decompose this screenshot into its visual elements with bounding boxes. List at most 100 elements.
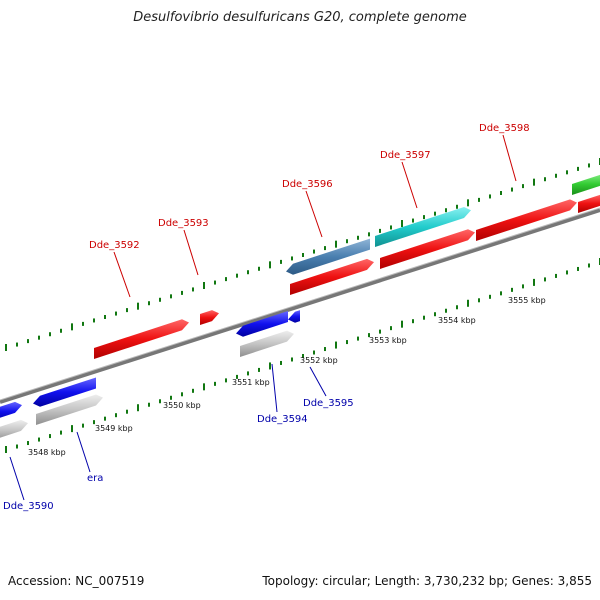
gene-dde-3592: [94, 319, 189, 359]
lower-scale-tick: [115, 413, 117, 418]
lower-scale-tick: [412, 319, 414, 324]
lower-scale-tick: [566, 270, 568, 275]
lower-scale-tick: [214, 381, 216, 386]
upper-scale-tick: [203, 282, 205, 289]
backbone-highlight: [0, 207, 600, 401]
map-title: Desulfovibrio desulfuricans G20, complet…: [133, 10, 467, 25]
lower-scale-tick: [258, 367, 260, 372]
lower-scale-tick: [181, 392, 183, 397]
lower-scale-tick: [225, 378, 227, 383]
backbone-line: [0, 208, 600, 404]
gene-era: [36, 394, 103, 425]
gene-dde-3596: [286, 238, 370, 275]
lower-scale-tick: [159, 399, 161, 404]
lower-scale-tick: [379, 329, 381, 334]
gene-labels: Dde_3592 Dde_3593 Dde_3596 Dde_3597 Dde_…: [3, 123, 530, 512]
lower-scale-tick: [38, 437, 40, 442]
gene-dde-3598: [572, 174, 600, 195]
lower-scale-tick: [137, 404, 139, 412]
lower-scale-tick: [71, 425, 73, 433]
lower-scale-tick: [60, 430, 62, 435]
lower-scale-tick: [170, 395, 172, 400]
lower-scale-tick: [346, 340, 348, 345]
upper-scale-tick: [16, 342, 18, 347]
label-leaders: [9, 134, 517, 501]
gene-dde-3597: [375, 206, 471, 247]
upper-scale-tick: [478, 197, 480, 202]
lower-scale-tick: [478, 298, 480, 303]
gene-label-dde-3594: Dde_3594: [257, 414, 308, 425]
upper-scale-tick: [258, 266, 260, 271]
gene-feature: [288, 310, 300, 323]
leader-dde-3594: [271, 363, 278, 413]
upper-scale-tick: [291, 256, 293, 261]
upper-scale-tick: [82, 321, 84, 326]
lower-scale-tick: [588, 263, 590, 268]
upper-scale-tick: [412, 218, 414, 223]
lower-scale-tick: [49, 434, 51, 439]
gene-feature: [0, 419, 28, 438]
upper-scale-tick: [379, 228, 381, 233]
upper-scale-tick: [544, 177, 546, 182]
upper-scale-tick: [423, 215, 425, 220]
lower-scale-tick: [500, 291, 502, 296]
tick-label-3548: 3548 kbp: [28, 448, 66, 457]
upper-scale-tick: [225, 277, 227, 282]
upper-scale-tick: [500, 191, 502, 195]
upper-scale-tick: [324, 246, 326, 251]
upper-scale-tick: [27, 339, 29, 344]
lower-scale-tick: [544, 277, 546, 282]
gene-label-dde-3590: Dde_3590: [3, 501, 54, 512]
lower-scale-tick: [16, 444, 18, 449]
upper-scale-tick: [137, 302, 139, 310]
gene-label-dde-3593: Dde_3593: [158, 218, 209, 229]
gene-feature: [33, 377, 96, 407]
lower-scale-tick: [247, 371, 249, 376]
upper-scale-tick: [236, 273, 238, 278]
lower-scale-tick: [82, 423, 84, 428]
upper-scale-tick: [302, 253, 304, 257]
lower-scale-tick: [522, 284, 524, 289]
upper-scale-tick: [126, 308, 128, 313]
gene-label-dde-3592: Dde_3592: [89, 240, 140, 251]
leader-era: [76, 431, 91, 473]
gene-label-dde-3598: Dde_3598: [479, 123, 530, 134]
gene-label-dde-3597: Dde_3597: [380, 150, 431, 161]
upper-scale-tick: [555, 173, 557, 178]
leader-dde-3593: [183, 229, 199, 276]
leader-dde-3590: [9, 456, 25, 501]
lower-scale-tick: [401, 320, 403, 328]
upper-scale-tick: [434, 211, 436, 216]
gene-feature: [578, 194, 600, 213]
lower-scale-tick: [324, 347, 326, 352]
lower-scale-tick: [577, 266, 579, 271]
lower-scale-tick: [5, 446, 7, 453]
upper-scale-tick: [401, 220, 403, 227]
lower-scale-tick: [335, 341, 337, 349]
upper-scale-tick: [335, 240, 337, 248]
tick-label-3554: 3554 kbp: [438, 316, 476, 325]
leader-dde-3597: [401, 161, 418, 209]
gene-feature: [380, 229, 475, 269]
tick-label-3552: 3552 kbp: [300, 356, 338, 365]
lower-scale-tick: [357, 336, 359, 341]
gene-label-dde-3596: Dde_3596: [282, 179, 333, 190]
gene-dde-3595: [240, 330, 294, 357]
leader-dde-3598: [502, 134, 517, 182]
gene-dde-3590: [0, 401, 22, 418]
upper-scale-tick: [5, 344, 7, 351]
upper-scale-tick: [533, 178, 535, 186]
gene-features: [0, 174, 600, 438]
upper-scale-tick: [577, 166, 579, 171]
lower-scale-tick: [445, 308, 447, 313]
lower-scale-tick: [203, 383, 205, 391]
lower-scale-tick: [93, 420, 95, 425]
tick-label-3549: 3549 kbp: [95, 424, 133, 433]
upper-scale-tick: [159, 297, 161, 302]
genome-summary-text: Topology: circular; Length: 3,730,232 bp…: [262, 574, 592, 588]
leader-dde-3596: [305, 190, 323, 238]
lower-scale-tick: [104, 416, 106, 421]
upper-scale-tick: [489, 194, 491, 199]
upper-scale-tick: [38, 335, 40, 340]
lower-scale-tick: [27, 441, 29, 446]
